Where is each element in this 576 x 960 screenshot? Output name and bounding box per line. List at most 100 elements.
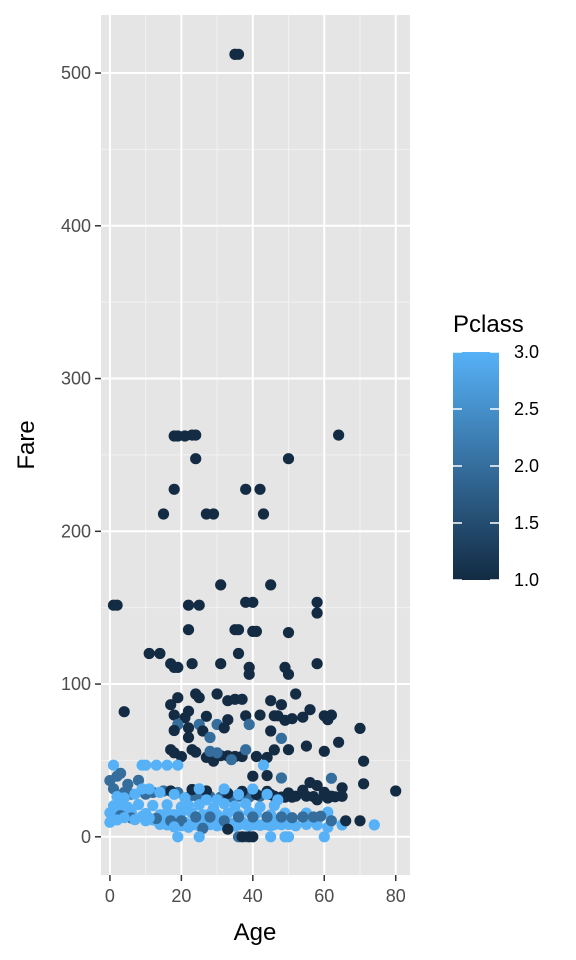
data-point bbox=[354, 815, 366, 827]
data-point bbox=[311, 794, 323, 806]
data-point bbox=[300, 790, 312, 802]
data-point bbox=[261, 770, 273, 782]
data-point bbox=[232, 811, 245, 823]
data-point bbox=[161, 759, 173, 771]
data-point bbox=[325, 772, 337, 784]
grid-major bbox=[101, 15, 410, 875]
data-point bbox=[190, 746, 202, 758]
data-point bbox=[193, 799, 205, 811]
data-point bbox=[286, 812, 298, 824]
data-point bbox=[182, 821, 195, 833]
data-point bbox=[311, 607, 323, 619]
data-point bbox=[193, 599, 205, 611]
legend-title: Pclass bbox=[453, 311, 524, 338]
data-point bbox=[236, 831, 248, 843]
data-point bbox=[218, 815, 230, 827]
data-point bbox=[250, 625, 262, 638]
data-point bbox=[182, 599, 195, 611]
y-tick-label: 500 bbox=[61, 63, 91, 83]
data-point bbox=[254, 483, 266, 495]
data-point bbox=[229, 48, 241, 60]
data-point bbox=[268, 799, 280, 812]
data-point bbox=[236, 693, 248, 705]
data-point bbox=[243, 718, 255, 731]
data-point bbox=[300, 740, 312, 752]
data-point bbox=[218, 722, 230, 734]
data-point bbox=[168, 483, 180, 495]
data-point bbox=[290, 688, 302, 700]
x-axis-title: Age bbox=[234, 919, 277, 946]
data-point bbox=[265, 695, 277, 707]
data-point bbox=[325, 790, 337, 802]
y-tick-label: 100 bbox=[61, 674, 91, 694]
data-point bbox=[211, 688, 223, 700]
data-point bbox=[218, 783, 230, 795]
data-point bbox=[282, 627, 295, 639]
data-point bbox=[240, 483, 252, 495]
data-point bbox=[307, 811, 320, 823]
legend: Pclass 1.0 1.5 2.0 2.5 3.0 bbox=[453, 311, 539, 590]
data-point bbox=[311, 780, 323, 792]
x-tick-label: 60 bbox=[314, 886, 334, 906]
data-point bbox=[207, 755, 220, 767]
data-point bbox=[175, 807, 187, 819]
data-point bbox=[336, 790, 348, 802]
data-point bbox=[172, 759, 184, 771]
data-point bbox=[211, 747, 223, 759]
data-point bbox=[204, 811, 216, 823]
data-point bbox=[254, 709, 266, 721]
data-point bbox=[240, 798, 252, 810]
data-point bbox=[275, 772, 287, 784]
data-point bbox=[275, 699, 287, 711]
legend-break-label: 2.5 bbox=[514, 399, 539, 419]
y-axis-title: Fare bbox=[13, 420, 40, 469]
data-point bbox=[297, 711, 309, 723]
y-axis: 0 100 200 300 400 500 bbox=[61, 63, 101, 847]
data-point bbox=[282, 453, 295, 465]
legend-break-label: 2.0 bbox=[514, 456, 539, 476]
data-point bbox=[282, 744, 295, 756]
data-point bbox=[265, 579, 277, 591]
data-point bbox=[340, 815, 352, 827]
data-point bbox=[168, 788, 180, 800]
data-point bbox=[318, 831, 330, 843]
data-point bbox=[247, 596, 259, 608]
legend-ticks: 1.0 1.5 2.0 2.5 3.0 bbox=[453, 342, 539, 590]
data-point bbox=[111, 599, 123, 611]
data-point bbox=[333, 736, 345, 748]
legend-break-label: 1.0 bbox=[514, 570, 539, 590]
data-point bbox=[222, 823, 234, 835]
data-point bbox=[240, 710, 252, 722]
x-tick-label: 20 bbox=[171, 886, 191, 906]
data-point bbox=[161, 799, 173, 811]
data-point bbox=[390, 785, 402, 797]
plot-panel bbox=[101, 15, 410, 875]
data-point bbox=[250, 750, 262, 763]
data-point bbox=[193, 831, 205, 843]
data-point bbox=[218, 798, 230, 810]
data-point bbox=[215, 658, 227, 670]
data-point bbox=[168, 709, 180, 721]
legend-break-label: 3.0 bbox=[514, 342, 539, 362]
data-point bbox=[165, 699, 177, 711]
data-point bbox=[200, 710, 212, 722]
data-point bbox=[225, 754, 237, 766]
data-point bbox=[182, 722, 195, 734]
data-point bbox=[257, 759, 270, 771]
data-point bbox=[168, 724, 180, 737]
data-point bbox=[282, 668, 295, 680]
data-point bbox=[215, 579, 227, 591]
data-points bbox=[104, 48, 402, 843]
y-tick-label: 400 bbox=[61, 216, 91, 236]
x-tick-label: 40 bbox=[243, 886, 263, 906]
data-point bbox=[304, 704, 316, 716]
data-point bbox=[311, 658, 323, 670]
data-point bbox=[193, 783, 205, 795]
data-point bbox=[232, 624, 245, 636]
data-point bbox=[232, 647, 245, 660]
data-point bbox=[275, 732, 287, 745]
data-point bbox=[286, 713, 298, 725]
data-point bbox=[150, 759, 162, 771]
x-tick-label: 0 bbox=[105, 886, 115, 906]
legend-break-label: 1.5 bbox=[514, 513, 539, 533]
